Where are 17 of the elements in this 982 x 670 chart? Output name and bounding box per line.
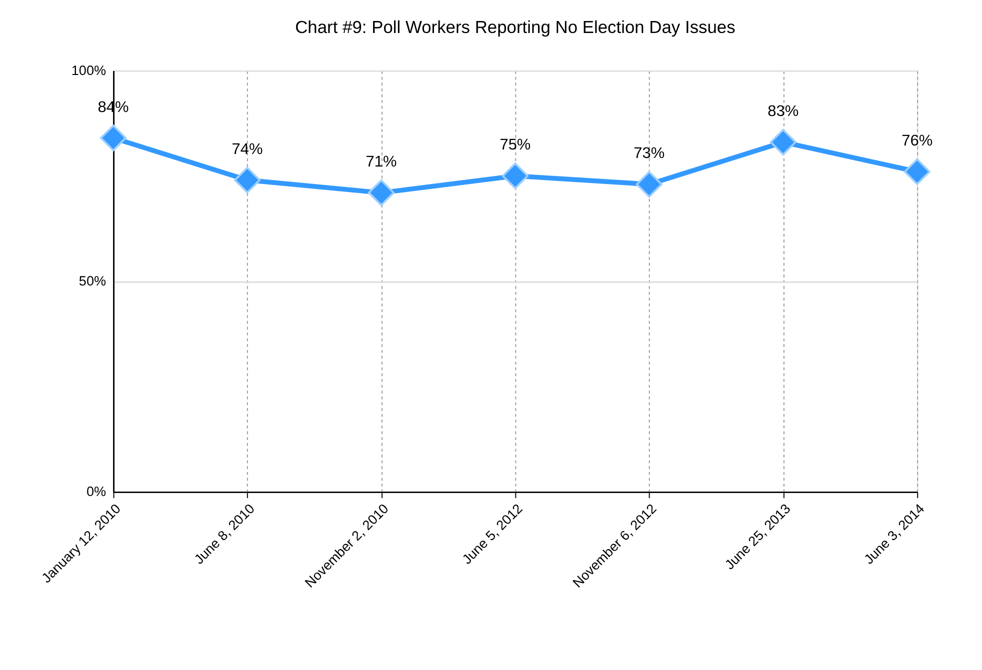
data-label: 71% [366, 154, 397, 171]
y-tick-label: 0% [86, 484, 106, 500]
point [502, 162, 529, 190]
y-tick-label: 50% [78, 274, 106, 289]
point [234, 166, 261, 194]
point [100, 124, 127, 152]
point [904, 158, 930, 185]
point [636, 170, 662, 198]
data-label: 73% [634, 145, 665, 162]
data-label: 74% [232, 140, 263, 158]
point [368, 179, 395, 206]
data-label: 75% [500, 136, 531, 154]
y-tick-label: 100% [71, 62, 106, 78]
chart-title: Chart #9: Poll Workers Reporting No Election Day Issues [295, 16, 736, 37]
point [770, 128, 796, 156]
data-label: 76% [902, 132, 933, 150]
data-label: 83% [768, 103, 799, 120]
